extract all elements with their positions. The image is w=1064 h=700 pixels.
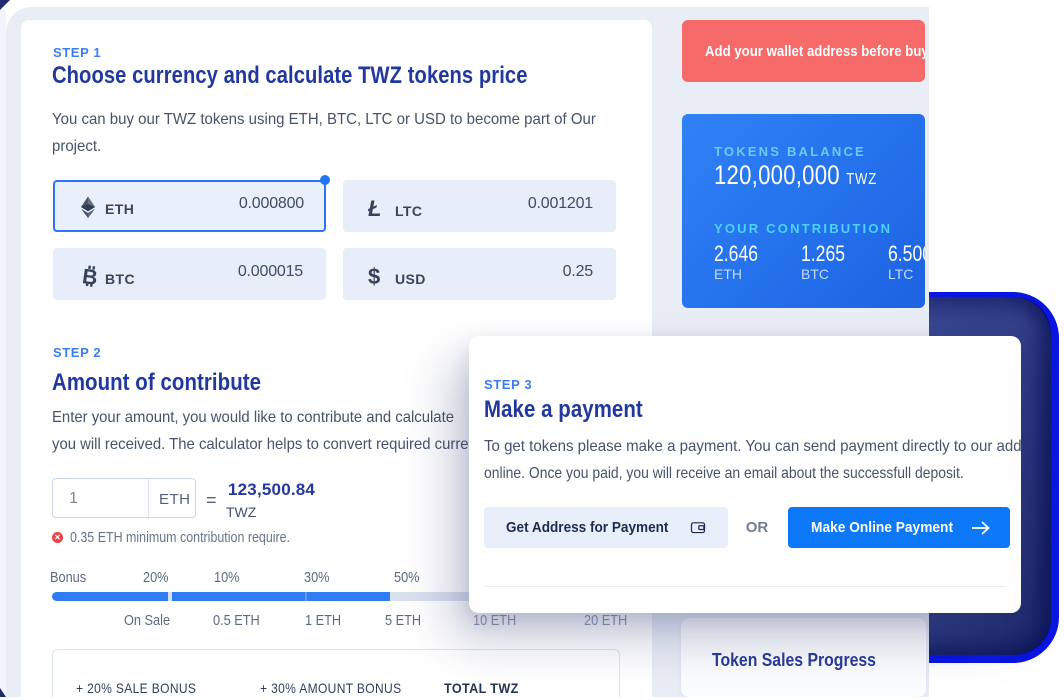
- svg-text:B: B: [81, 265, 99, 288]
